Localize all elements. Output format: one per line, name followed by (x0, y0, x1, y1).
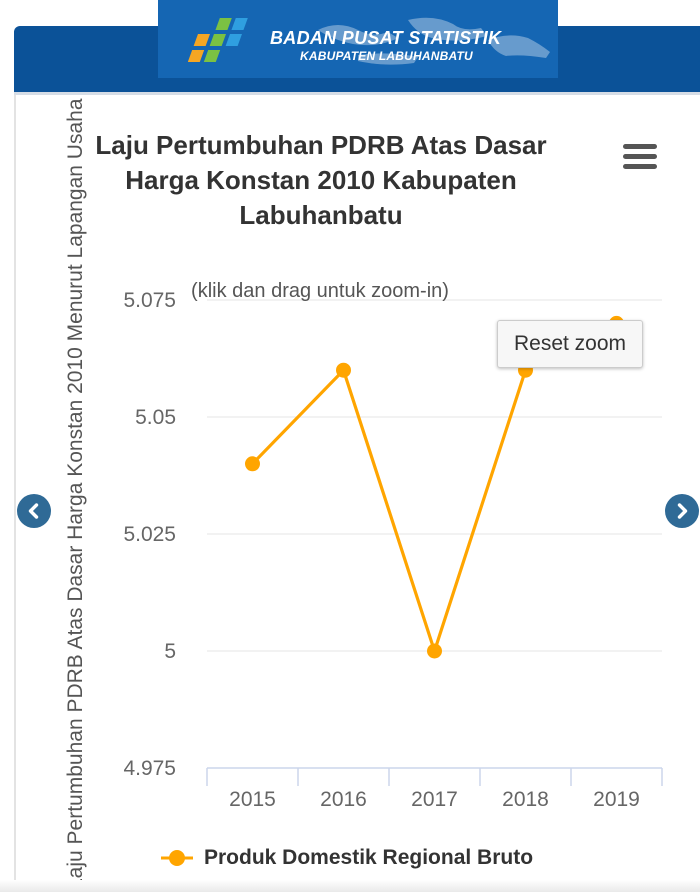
y-axis-title: Laju Pertumbuhan PDRB Atas Dasar Harga K… (64, 98, 87, 890)
chart-title: Laju Pertumbuhan PDRB Atas Dasar Harga K… (95, 130, 547, 230)
chevron-right-icon (677, 503, 688, 519)
y-tick-label: 5.075 (123, 289, 176, 312)
y-tick-label: 5.05 (135, 406, 176, 429)
legend-item[interactable]: Produk Domestik Regional Bruto (160, 842, 533, 874)
x-axis: 2015 2016 2017 2018 2019 (206, 767, 663, 811)
reset-zoom-button[interactable]: Reset zoom (497, 320, 643, 368)
data-point (245, 456, 260, 472)
data-point (336, 362, 351, 378)
chart-menu-button[interactable] (620, 140, 660, 174)
org-region: KABUPATEN LABUHANBATU (300, 49, 473, 63)
hamburger-menu-icon (623, 164, 657, 169)
series-line (251, 321, 618, 653)
legend-label: Produk Domestik Regional Bruto (204, 846, 534, 869)
chart-subtitle: (klik dan drag untuk zoom-in) (191, 280, 449, 302)
x-tick-label: 2017 (411, 788, 458, 811)
x-tick-label: 2016 (320, 788, 367, 811)
x-tick-label: 2019 (593, 788, 640, 811)
indonesia-map-decoration (318, 17, 550, 65)
org-name: BADAN PUSAT STATISTIK (270, 28, 502, 48)
hamburger-menu-icon (623, 154, 657, 159)
next-chart-button[interactable] (665, 494, 699, 528)
y-tick-label: 5 (164, 640, 176, 663)
previous-chart-button[interactable] (17, 494, 51, 528)
header-divider (14, 92, 700, 95)
hamburger-menu-icon (623, 144, 657, 149)
card-left-edge (14, 95, 16, 892)
x-tick-label: 2015 (229, 788, 276, 811)
x-tick-label: 2018 (502, 788, 549, 811)
y-axis: 4.975 5 5.025 5.05 5.075 (123, 289, 176, 780)
chevron-left-icon (28, 503, 39, 519)
bps-logo-banner[interactable]: BADAN PUSAT STATISTIK KABUPATEN LABUHANB… (158, 0, 558, 78)
bottom-edge (0, 880, 700, 892)
y-tick-label: 5.025 (123, 523, 176, 546)
bps-logo-icon (188, 18, 248, 62)
y-tick-label: 4.975 (123, 757, 176, 780)
legend-line-marker-icon (161, 850, 193, 866)
data-point (427, 643, 442, 659)
